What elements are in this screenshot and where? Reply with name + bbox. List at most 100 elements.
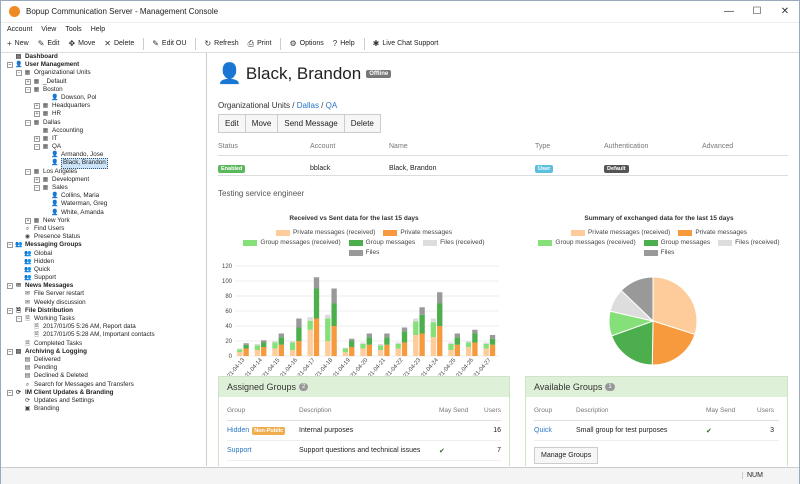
bar-segment[interactable] xyxy=(254,345,261,351)
menu-tools[interactable]: Tools xyxy=(65,25,82,33)
bar-segment[interactable] xyxy=(489,344,496,356)
expand-toggle-icon[interactable]: + xyxy=(34,103,40,110)
bar-segment[interactable] xyxy=(489,335,496,339)
bar-segment[interactable] xyxy=(360,348,366,357)
bar-segment[interactable] xyxy=(384,333,390,338)
tree-item[interactable]: 👤 White, Amanda xyxy=(7,209,206,217)
pie-slice[interactable] xyxy=(610,320,654,366)
legend-item[interactable]: Private messages xyxy=(383,229,452,236)
group-link-support[interactable]: Support xyxy=(227,447,252,454)
tree-item[interactable]: + ▦ _Default xyxy=(7,78,206,86)
tree-item[interactable]: 👥 Global xyxy=(7,250,206,258)
bar-segment[interactable] xyxy=(261,340,267,343)
bar-segment[interactable] xyxy=(384,337,390,345)
bar-segment[interactable] xyxy=(349,338,355,341)
expand-toggle-icon[interactable]: − xyxy=(25,168,31,175)
legend-item[interactable]: Group messages xyxy=(643,239,710,246)
tree-item[interactable]: − 👥 Messaging Groups xyxy=(7,241,206,249)
breadcrumb-qa[interactable]: QA xyxy=(325,101,338,110)
tree-item[interactable]: 👤 Waterman, Greg xyxy=(7,200,206,208)
legend-item[interactable]: Private messages (received) xyxy=(275,229,375,236)
maximize-button[interactable]: ☐ xyxy=(752,6,762,17)
bar-segment[interactable] xyxy=(331,288,337,304)
bar-segment[interactable] xyxy=(437,292,443,304)
toolbar-options-button[interactable]: ⚙ Options xyxy=(289,39,323,48)
tree-item[interactable]: + ▦ Headquarters xyxy=(7,102,206,110)
bar-segment[interactable] xyxy=(437,303,443,327)
bar-segment[interactable] xyxy=(289,350,296,356)
tree-item[interactable]: 👥 Hidden xyxy=(7,258,206,266)
bar-segment[interactable] xyxy=(237,348,243,350)
bar-segment[interactable] xyxy=(430,337,437,356)
legend-item[interactable]: Group messages xyxy=(348,239,415,246)
toolbar-delete-button[interactable]: ✕ Delete xyxy=(104,39,134,48)
bar-segment[interactable] xyxy=(272,342,278,349)
bar-segment[interactable] xyxy=(289,342,296,351)
bar-segment[interactable] xyxy=(465,341,472,343)
bar-segment[interactable] xyxy=(254,350,261,356)
bar-segment[interactable] xyxy=(272,341,278,343)
bar-segment[interactable] xyxy=(472,333,478,343)
bar-segment[interactable] xyxy=(261,342,267,348)
minimize-button[interactable]: — xyxy=(724,6,734,17)
tree-item[interactable]: − ▦ Organizational Units xyxy=(7,69,206,77)
bar-segment[interactable] xyxy=(430,318,437,323)
bar-segment[interactable] xyxy=(342,352,349,356)
expand-toggle-icon[interactable]: − xyxy=(7,242,13,249)
edit-button[interactable]: Edit xyxy=(218,114,246,133)
tree-item[interactable]: ⌕ Search for Messages and Transfers xyxy=(7,381,206,389)
tree-item[interactable]: ▤ Pending xyxy=(7,364,206,372)
bar-segment[interactable] xyxy=(360,342,366,345)
bar-segment[interactable] xyxy=(349,341,355,347)
bar-segment[interactable] xyxy=(448,342,454,345)
expand-toggle-icon[interactable]: − xyxy=(7,62,13,69)
toolbar-edit-ou-button[interactable]: ✎ Edit OU xyxy=(152,39,186,48)
legend-item[interactable]: Files (received) xyxy=(423,239,485,246)
tree-item[interactable]: 👤 Black, Brandon xyxy=(7,158,206,169)
bar-segment[interactable] xyxy=(465,347,472,356)
bar-segment[interactable] xyxy=(313,277,320,289)
bar-segment[interactable] xyxy=(331,326,337,356)
send-message-button[interactable]: Send Message xyxy=(277,114,345,133)
bar-segment[interactable] xyxy=(489,338,496,345)
manage-groups-button[interactable]: Manage Groups xyxy=(534,447,599,464)
bar-segment[interactable] xyxy=(307,317,313,321)
bar-segment[interactable] xyxy=(313,318,320,357)
tree-item[interactable]: 👤 Dowson, Pol xyxy=(7,94,206,102)
legend-item[interactable]: Files (received) xyxy=(718,239,780,246)
bar-segment[interactable] xyxy=(360,344,366,349)
bar-segment[interactable] xyxy=(289,341,296,343)
bar-segment[interactable] xyxy=(366,333,372,338)
bar-segment[interactable] xyxy=(377,345,384,351)
tree-item[interactable]: − ▦ Sales xyxy=(7,184,206,192)
bar-segment[interactable] xyxy=(483,348,489,357)
bar-segment[interactable] xyxy=(254,344,261,346)
bar-segment[interactable] xyxy=(243,343,249,345)
tree-item[interactable]: − 🗎 File Distribution xyxy=(7,307,206,315)
tree-item[interactable]: ▤ Dashboard xyxy=(7,53,206,61)
bar-segment[interactable] xyxy=(454,344,460,356)
tree-item[interactable]: − 🗎 Working Tasks xyxy=(7,315,206,323)
expand-toggle-icon[interactable]: − xyxy=(34,185,40,192)
expand-toggle-icon[interactable]: − xyxy=(7,283,13,290)
legend-item[interactable]: Private messages xyxy=(678,229,747,236)
bar-segment[interactable] xyxy=(237,349,243,353)
bar-segment[interactable] xyxy=(430,322,437,338)
bar-segment[interactable] xyxy=(448,344,454,350)
bar-segment[interactable] xyxy=(419,333,425,357)
toolbar-help-button[interactable]: ? Help xyxy=(333,39,355,48)
toolbar-edit-button[interactable]: ✎ Edit xyxy=(38,39,60,48)
bar-segment[interactable] xyxy=(342,348,349,353)
bar-segment[interactable] xyxy=(243,348,249,357)
tree-item[interactable]: − ▦ Dallas xyxy=(7,119,206,127)
tree-item[interactable]: ✉ Weekly discussion xyxy=(7,299,206,307)
expand-toggle-icon[interactable]: − xyxy=(7,307,13,314)
bar-segment[interactable] xyxy=(296,318,302,328)
bar-segment[interactable] xyxy=(454,337,460,345)
toolbar-refresh-button[interactable]: ↻ Refresh xyxy=(204,39,238,48)
bar-segment[interactable] xyxy=(454,333,460,338)
bar-segment[interactable] xyxy=(395,342,401,345)
bar-segment[interactable] xyxy=(401,331,408,343)
bar-segment[interactable] xyxy=(296,341,302,356)
expand-toggle-icon[interactable]: + xyxy=(34,176,40,183)
